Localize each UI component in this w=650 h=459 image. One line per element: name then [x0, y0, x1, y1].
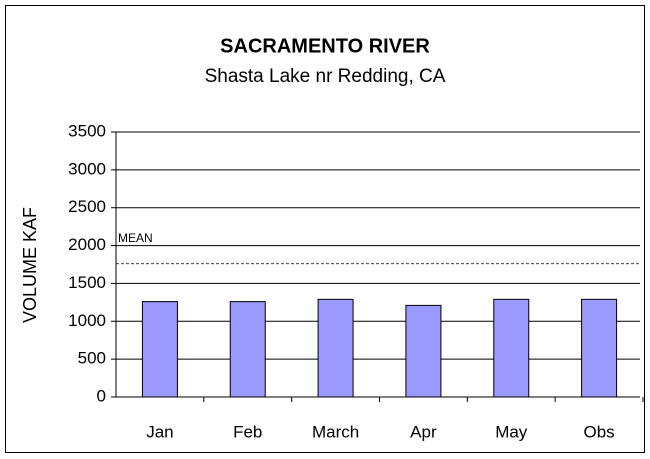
y-tick-label: 3500	[68, 121, 106, 140]
bar	[493, 298, 530, 398]
y-tick-label: 3000	[68, 159, 106, 178]
x-tick-label: Obs	[583, 422, 614, 441]
y-tick-label: 1500	[68, 273, 106, 292]
y-tick-label: 500	[78, 349, 106, 368]
x-tick-label: Apr	[410, 422, 437, 441]
bar	[229, 301, 266, 398]
y-tick-label: 0	[97, 386, 106, 405]
bar	[405, 304, 442, 398]
y-axis-label: VOLUME KAF	[20, 207, 40, 323]
y-tick-label: 1000	[68, 311, 106, 330]
x-tick-label: Jan	[146, 422, 173, 441]
x-tick-label: March	[312, 422, 359, 441]
bar	[581, 298, 618, 398]
chart-title: SACRAMENTO RIVER	[220, 35, 430, 57]
y-tick-label: 2000	[68, 235, 106, 254]
x-tick-label: May	[495, 422, 528, 441]
bar	[317, 298, 354, 398]
bar	[141, 301, 178, 398]
x-tick-label: Feb	[233, 422, 262, 441]
mean-label: MEAN	[118, 231, 153, 245]
chart-subtitle: Shasta Lake nr Redding, CA	[205, 66, 446, 87]
y-tick-label: 2500	[68, 197, 106, 216]
